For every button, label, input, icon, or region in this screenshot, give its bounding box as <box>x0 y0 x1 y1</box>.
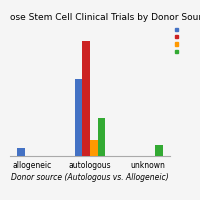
Text: ose Stem Cell Clinical Trials by Donor Source: ose Stem Cell Clinical Trials by Donor S… <box>10 13 200 22</box>
Bar <box>17 148 25 156</box>
Bar <box>75 79 82 156</box>
Bar <box>155 145 163 156</box>
Bar <box>82 40 90 156</box>
X-axis label: Donor source (Autologous vs. Allogeneic): Donor source (Autologous vs. Allogeneic) <box>11 173 169 182</box>
Bar <box>98 117 105 156</box>
Legend: , , , : , , , <box>174 26 179 55</box>
Bar <box>90 140 98 156</box>
